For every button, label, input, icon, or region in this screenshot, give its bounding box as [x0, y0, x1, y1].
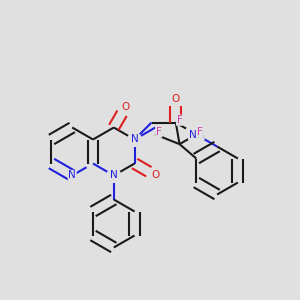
Text: F: F — [197, 127, 203, 137]
Text: O: O — [151, 170, 160, 181]
Text: F: F — [156, 127, 162, 137]
Text: O: O — [171, 94, 180, 103]
Text: N: N — [110, 170, 118, 181]
Text: F: F — [177, 115, 182, 125]
Text: NH: NH — [189, 130, 204, 140]
Text: N: N — [68, 170, 76, 181]
Text: N: N — [131, 134, 138, 145]
Text: O: O — [122, 102, 130, 112]
